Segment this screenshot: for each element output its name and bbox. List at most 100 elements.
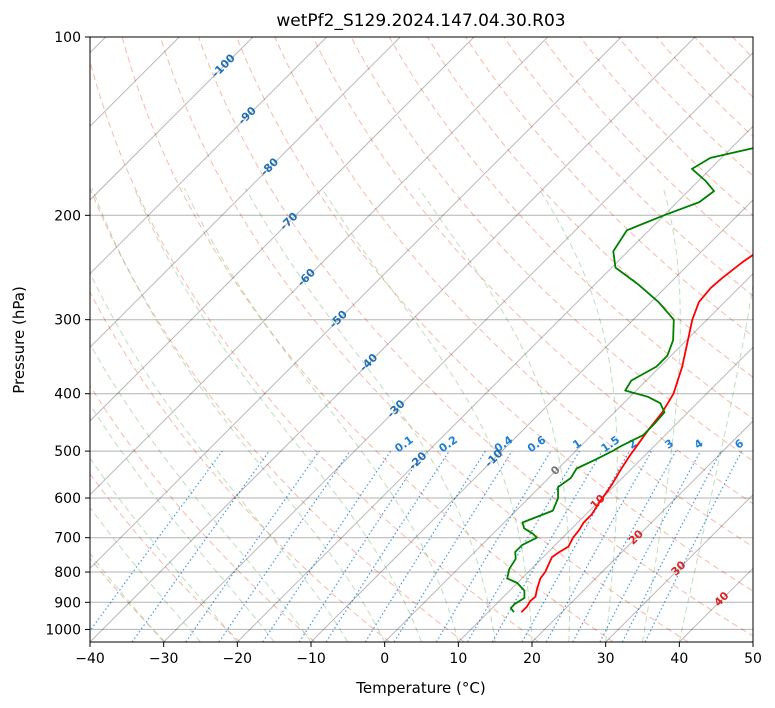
isotherm-line	[90, 37, 254, 201]
dry-adiabat	[90, 59, 540, 642]
mixing-ratio-line	[185, 450, 320, 642]
dry-adiabat	[90, 472, 241, 642]
mixing-ratio-label: 0.1	[392, 433, 415, 455]
plot-frame	[89, 36, 754, 643]
dry-adiabat	[312, 37, 753, 505]
isotherm-line	[384, 272, 753, 642]
dry-adiabat	[732, 37, 753, 59]
mixing-ratio-label: 4	[692, 437, 706, 452]
mixing-ratio-line	[131, 450, 270, 642]
x-tick-label: −40	[75, 651, 105, 667]
dry-adiabat	[656, 37, 753, 138]
isotherm-line	[678, 567, 753, 642]
y-tick-label: 700	[54, 531, 81, 547]
isotherm-line	[163, 51, 753, 642]
moist-adiabat	[90, 403, 275, 642]
x-tick-label: 0	[380, 651, 389, 667]
dry-adiabat	[541, 37, 753, 257]
dry-adiabat	[90, 291, 390, 642]
isotherm-line	[90, 37, 549, 496]
moist-adiabat	[321, 187, 533, 642]
mixing-ratio-line	[621, 450, 722, 642]
mixing-ratio-label: 3	[662, 437, 676, 452]
dry-adiabat	[90, 384, 316, 642]
x-tick-label: 30	[597, 651, 615, 667]
x-tick-label: 10	[449, 651, 467, 667]
y-tick-label: 900	[54, 595, 81, 611]
dry-adiabat	[465, 37, 753, 337]
moist-adiabat	[538, 187, 618, 642]
y-tick-label: 300	[54, 313, 81, 329]
dewpoint-profile	[506, 147, 753, 613]
dry-adiabat	[694, 37, 753, 98]
isotherm-line	[236, 125, 753, 642]
dry-adiabat	[198, 37, 753, 637]
x-tick-label: −10	[296, 651, 326, 667]
temperature-profile	[520, 253, 753, 613]
mixing-ratio-line	[393, 450, 513, 642]
moist-adiabat	[90, 553, 165, 642]
y-tick-label: 800	[54, 565, 81, 581]
mixing-ratio-line	[218, 450, 351, 642]
moist-adiabat	[91, 188, 386, 642]
isotherm-line	[90, 37, 622, 570]
x-axis: −40 −30 −20 −10 0 10 20 30 40 50	[75, 642, 762, 667]
chart-title: wetPf2_S129.2024.147.04.30.R03	[276, 11, 565, 31]
isotherm-line	[531, 420, 753, 642]
mixing-ratio-label: 6	[732, 437, 746, 452]
moist-adiabat	[90, 457, 238, 642]
mixing-ratio-line	[521, 450, 631, 642]
mixing-ratio-line	[364, 450, 486, 642]
mixing-ratio-line	[325, 450, 450, 642]
dry-adiabat	[274, 37, 753, 548]
mixing-ratio-line	[572, 450, 677, 642]
moist-adiabat	[245, 187, 496, 642]
moist-adiabat	[642, 188, 681, 642]
mixing-ratio-line	[90, 450, 223, 632]
isotherm-line	[605, 493, 753, 642]
isotherm-line	[90, 37, 475, 422]
mixing-ratio-line	[545, 450, 653, 642]
dry-adiabat	[503, 37, 753, 297]
mixing-ratio-label: 0.2	[437, 433, 460, 455]
background-lines	[90, 37, 753, 642]
y-tick-label: 200	[54, 208, 81, 224]
y-tick-label: 600	[54, 491, 81, 507]
mixing-ratio-line	[435, 450, 552, 642]
y-tick-label: 400	[54, 387, 81, 403]
moist-adiabat	[90, 271, 349, 642]
x-tick-label: 40	[670, 651, 688, 667]
moist-adiabat	[183, 187, 459, 642]
dry-adiabat	[388, 37, 753, 420]
mixing-ratio-line	[466, 450, 580, 642]
y-axis-label: Pressure (hPa)	[10, 286, 28, 394]
y-tick-label: 100	[54, 30, 81, 46]
dry-adiabat	[426, 37, 753, 378]
moist-adiabat	[418, 187, 571, 642]
isotherm-line	[90, 37, 328, 275]
isotherm-line	[310, 199, 753, 642]
y-tick-label: 1000	[45, 622, 81, 638]
mixing-ratio-label: 8	[758, 437, 772, 452]
mixing-ratio-label: 0.6	[525, 433, 549, 455]
moist-adiabat	[90, 506, 201, 642]
isotherm-line	[90, 37, 696, 642]
y-tick-label: 500	[54, 444, 81, 460]
x-tick-label: −30	[149, 651, 179, 667]
dry-adiabat	[90, 186, 465, 642]
isotherm-line	[90, 37, 401, 349]
x-tick-label: 20	[523, 651, 541, 667]
x-axis-label: Temperature (°C)	[355, 679, 485, 697]
isotherm-line	[752, 641, 753, 642]
isotherm-line	[457, 346, 753, 642]
dry-adiabat	[617, 37, 753, 177]
x-tick-label: −20	[223, 651, 253, 667]
dry-adiabat	[236, 37, 753, 592]
moist-adiabat	[678, 282, 753, 642]
mixing-ratio-line	[491, 450, 603, 642]
profile-series	[506, 147, 753, 613]
dry-adiabat	[350, 37, 753, 462]
moist-adiabat	[133, 187, 422, 642]
y-axis: 1000 900 800 700 600 500 400 300 200 100	[45, 30, 90, 638]
